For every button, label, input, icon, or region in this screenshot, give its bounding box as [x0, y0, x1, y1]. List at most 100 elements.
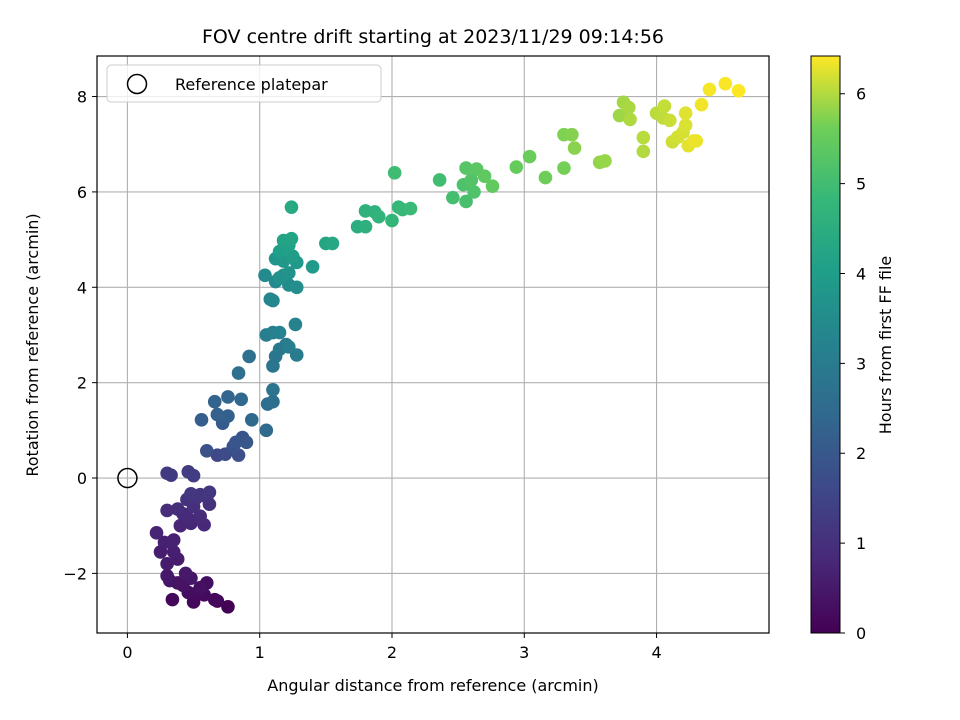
data-point	[662, 113, 677, 128]
data-point	[266, 293, 280, 308]
data-point	[467, 185, 481, 199]
colorbar-tick-label: 4	[856, 264, 866, 283]
data-point	[446, 190, 460, 205]
data-point	[678, 118, 693, 132]
chart-title: FOV centre drift starting at 2023/11/29 …	[202, 26, 664, 48]
data-point	[567, 141, 582, 155]
y-tick-label: 6	[77, 183, 87, 202]
data-point	[731, 84, 746, 98]
data-point	[164, 468, 178, 482]
data-point	[538, 170, 553, 185]
x-tick-label: 3	[519, 643, 529, 662]
y-tick-label: 2	[77, 374, 87, 393]
data-point	[284, 231, 299, 246]
colorbar-gradient	[810, 55, 841, 634]
colorbar-tick-label: 3	[856, 354, 866, 373]
data-point	[160, 568, 174, 583]
data-point	[239, 435, 254, 450]
colorbar-tick-label: 6	[856, 85, 866, 104]
x-axis-ticks: 0 1 2 3 4	[122, 633, 662, 662]
data-point	[221, 599, 235, 614]
data-point	[210, 407, 225, 422]
y-axis-ticks: −2 0 2 4 6 8	[63, 88, 97, 583]
data-point	[284, 200, 299, 214]
data-point	[244, 413, 259, 427]
data-point	[272, 325, 287, 340]
data-point	[229, 435, 243, 450]
legend-marker-icon	[126, 73, 148, 95]
data-point	[557, 161, 571, 175]
data-point	[221, 409, 235, 423]
data-point	[282, 340, 296, 354]
colorbar: 0 1 2 3 4 5 6 Hours from first FF file	[810, 55, 895, 643]
colorbar-ticks: 0 1 2 3 4 5 6	[840, 85, 866, 643]
y-tick-label: 0	[77, 469, 87, 488]
data-point	[485, 179, 500, 193]
y-tick-label: 4	[77, 278, 87, 297]
data-point	[266, 383, 280, 397]
data-point	[702, 82, 717, 97]
data-point	[207, 394, 222, 409]
data-point	[166, 545, 181, 559]
data-point	[170, 502, 185, 516]
data-point	[522, 149, 537, 164]
data-point	[160, 557, 174, 571]
legend-entry-reference: Reference platepar	[175, 75, 328, 94]
data-point	[193, 509, 207, 523]
colorbar-tick-label: 1	[856, 534, 866, 553]
legend: Reference platepar	[106, 64, 382, 103]
data-point	[305, 259, 320, 274]
data-point	[621, 100, 636, 115]
data-point	[193, 580, 207, 595]
colorbar-label: Hours from first FF file	[876, 256, 895, 435]
data-point	[186, 468, 201, 483]
data-point	[325, 236, 340, 251]
data-point	[282, 266, 296, 280]
x-tick-label: 1	[255, 643, 265, 662]
data-point	[231, 366, 246, 380]
data-point	[258, 268, 272, 283]
x-tick-label: 4	[651, 643, 661, 662]
y-tick-label: −2	[63, 564, 87, 583]
data-point	[194, 413, 209, 427]
data-point	[459, 161, 473, 175]
data-point	[178, 566, 193, 581]
data-point	[689, 134, 704, 148]
data-point	[464, 173, 479, 187]
data-point	[242, 349, 256, 364]
y-axis-label: Rotation from reference (arcmin)	[23, 213, 42, 476]
data-point	[184, 486, 198, 501]
y-tick-label: 8	[77, 88, 87, 107]
data-point	[202, 485, 217, 500]
reference-platepar-marker	[117, 467, 138, 489]
data-point	[285, 249, 300, 264]
data-point	[432, 173, 447, 187]
data-point	[266, 394, 280, 409]
data-point	[657, 99, 672, 113]
data-point	[509, 160, 524, 174]
data-point	[403, 201, 418, 216]
x-tick-label: 2	[387, 643, 397, 662]
data-point	[459, 194, 473, 209]
data-point	[234, 392, 248, 407]
data-point	[165, 592, 180, 607]
data-point	[636, 144, 651, 159]
data-point	[207, 592, 222, 607]
data-point	[160, 503, 174, 518]
data-point	[166, 533, 181, 547]
data-point	[289, 280, 304, 295]
data-point	[718, 76, 733, 91]
plot-frame	[96, 55, 770, 634]
x-tick-label: 0	[122, 643, 132, 662]
data-point	[636, 130, 651, 145]
data-point	[259, 423, 274, 438]
colorbar-tick-label: 2	[856, 444, 866, 463]
data-point	[477, 169, 492, 183]
data-point	[612, 108, 627, 123]
data-point	[371, 209, 386, 224]
data-point	[623, 112, 637, 127]
legend-box	[106, 64, 382, 103]
data-point	[288, 317, 303, 332]
data-point	[221, 390, 235, 404]
